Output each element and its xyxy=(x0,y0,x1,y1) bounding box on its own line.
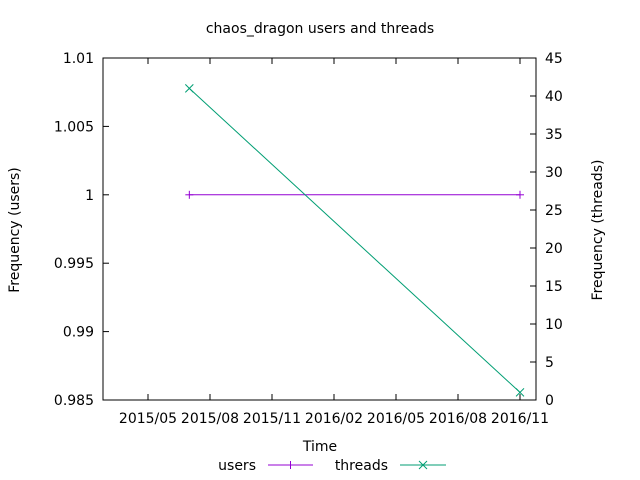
y-tick-label-right: 30 xyxy=(545,165,563,181)
data-point-threads xyxy=(515,388,525,397)
y-tick-label-left: 0.995 xyxy=(54,256,94,272)
x-tick-label: 2016/05 xyxy=(367,411,425,427)
y-tick-label-right: 0 xyxy=(545,393,554,409)
legend-label-threads: threads xyxy=(335,458,388,474)
legend-marker-threads xyxy=(418,460,428,470)
y-axis-label-right: Frequency (threads) xyxy=(590,160,606,301)
y-tick-label-right: 35 xyxy=(545,127,563,143)
y-tick-label-left: 0.985 xyxy=(54,393,94,409)
legend: users threads xyxy=(218,458,446,474)
x-tick-label: 2016/11 xyxy=(491,411,549,427)
x-tick-label: 2015/08 xyxy=(181,411,239,427)
legend-label-users: users xyxy=(218,458,256,474)
y-tick-label-left: 1.005 xyxy=(54,119,94,135)
data-point-users xyxy=(516,190,524,199)
chart-title: chaos_dragon users and threads xyxy=(206,21,434,37)
y-tick-label-right: 15 xyxy=(545,279,563,295)
y-tick-label-left: 1.01 xyxy=(63,51,94,67)
data-point-users xyxy=(185,190,194,199)
x-tick-label: 2016/02 xyxy=(305,411,363,427)
series-line-threads xyxy=(188,88,521,393)
y-tick-label-right: 25 xyxy=(545,203,563,219)
y-tick-label-right: 5 xyxy=(545,355,554,371)
y-axis-label-left: Frequency (users) xyxy=(7,167,23,293)
y-tick-label-right: 10 xyxy=(545,317,563,333)
series-layer xyxy=(184,84,525,397)
plot-frame xyxy=(102,57,537,401)
y-tick-label-left: 0.99 xyxy=(63,325,94,341)
x-axis-label: Time xyxy=(302,439,337,455)
x-tick-label: 2016/08 xyxy=(429,411,487,427)
y-tick-label-right: 45 xyxy=(545,51,563,67)
y-tick-label-right: 40 xyxy=(545,89,563,105)
data-point-threads xyxy=(184,84,194,93)
axis-ticks: 2015/05 2015/08 2015/11 2016/02 2016/05 2016/… xyxy=(54,51,563,427)
legend-marker-users xyxy=(286,461,295,469)
x-tick-label: 2015/05 xyxy=(119,411,177,427)
x-tick-label: 2015/11 xyxy=(243,411,301,427)
y-tick-label-right: 20 xyxy=(545,241,563,257)
y-tick-label-left: 1 xyxy=(85,188,94,204)
